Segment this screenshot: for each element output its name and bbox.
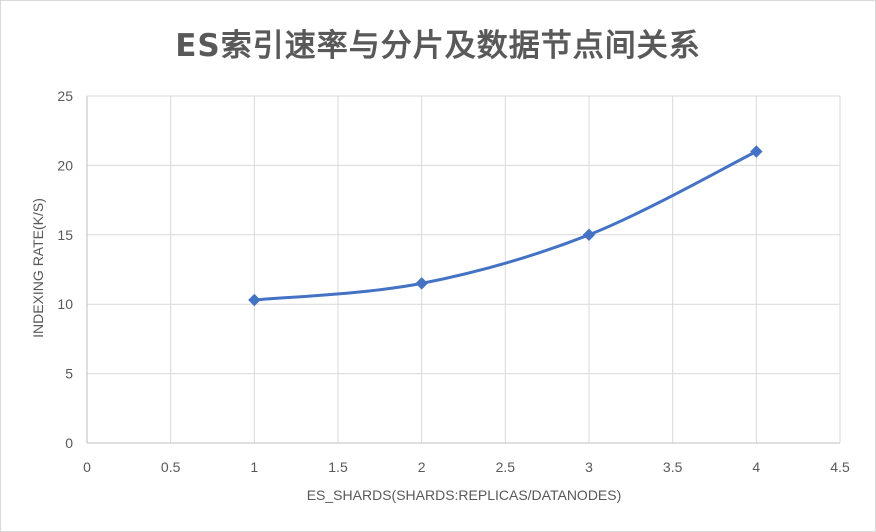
- series: [248, 145, 763, 307]
- data-point: [248, 293, 261, 307]
- y-tick-label: 0: [65, 435, 73, 451]
- x-tick-label: 4: [752, 459, 760, 475]
- data-point: [582, 228, 596, 242]
- x-tick-label: 4.5: [830, 459, 850, 475]
- x-tick-label: 1: [250, 459, 258, 475]
- x-tick-label: 3.5: [663, 459, 683, 475]
- y-tick-label: 25: [57, 88, 73, 104]
- x-tick-label: 3: [585, 459, 593, 475]
- y-tick-label: 5: [65, 366, 73, 382]
- gridlines: [87, 95, 841, 443]
- data-point: [750, 145, 763, 158]
- series-line: [252, 150, 758, 302]
- axes: [86, 96, 840, 444]
- x-tick-label: 2.5: [496, 459, 516, 475]
- y-tick-label: 15: [57, 227, 73, 243]
- data-point: [415, 277, 428, 290]
- x-axis-title: ES_SHARDS(SHARDS:REPLICAS/DATANODES): [307, 487, 622, 503]
- chart-title: ES索引速率与分片及数据节点间关系: [175, 28, 701, 64]
- x-tick-label: 1.5: [328, 459, 348, 475]
- y-tick-label: 20: [57, 157, 73, 173]
- tick-labels: 0 0.5 1 1.5 2 2.5 3 3.5 4 4.5 0 5 10 15 20 25: [57, 88, 850, 475]
- y-tick-label: 10: [57, 296, 73, 312]
- x-tick-label: 2: [418, 459, 426, 475]
- x-tick-label: 0: [83, 459, 91, 475]
- y-axis-title: INDEXING RATE(K/S): [30, 198, 46, 338]
- x-tick-label: 0.5: [161, 459, 181, 475]
